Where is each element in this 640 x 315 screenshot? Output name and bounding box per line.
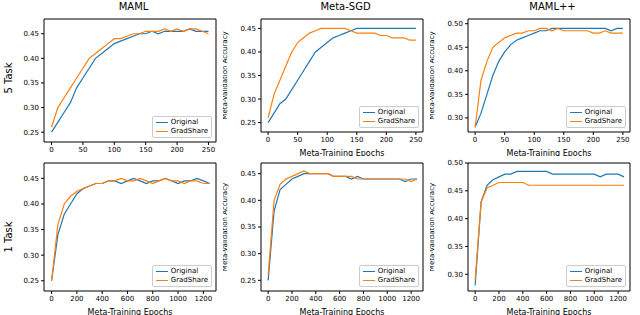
svg-text:0.35: 0.35 [240,72,256,80]
svg-text:600: 600 [333,295,346,303]
svg-text:0.45: 0.45 [23,175,39,183]
svg-text:1000: 1000 [169,295,187,303]
svg-text:100: 100 [321,136,334,144]
svg-text:400: 400 [95,295,108,303]
svg-text:0.30: 0.30 [240,96,256,104]
html-text:Original: Original [584,267,613,275]
html-text:5 Task: 5 Task [2,62,14,94]
svg-text:150: 150 [350,136,363,144]
svg-text:0.40: 0.40 [240,197,256,205]
svg-text:0: 0 [49,295,53,303]
svg-text:0.25: 0.25 [240,277,256,285]
svg-text:0.40: 0.40 [23,55,39,63]
html-text:MAML: MAML [118,1,149,12]
html-text:Original: Original [377,108,406,116]
svg-text:0.45: 0.45 [447,44,463,52]
svg-text:50: 50 [78,146,87,154]
svg-text:800: 800 [146,295,159,303]
svg-text:400: 400 [309,295,322,303]
svg-text:Meta-Validation Accuracy: Meta-Validation Accuracy [223,183,229,271]
svg-text:0.35: 0.35 [447,91,463,99]
html-text:GradShare: GradShare [584,276,622,284]
svg-text:0.40: 0.40 [447,215,463,223]
svg-text:Meta-Training Epochs: Meta-Training Epochs [507,308,592,315]
svg-text:0.40: 0.40 [240,48,256,56]
svg-text:0.50: 0.50 [447,20,463,28]
html-text:Original: Original [170,267,199,275]
svg-text:0.45: 0.45 [447,187,463,195]
html-text:GradShare: GradShare [170,127,208,135]
svg-text:0.30: 0.30 [23,252,39,260]
svg-text:0.30: 0.30 [240,250,256,258]
svg-text:200: 200 [170,146,183,154]
svg-text:0.35: 0.35 [23,79,39,87]
svg-text:Meta-Training Epochs: Meta-Training Epochs [88,308,173,315]
html-text:Original: Original [377,267,406,275]
svg-text:0: 0 [266,136,270,144]
html-text:Original: Original [170,118,199,126]
svg-text:0.40: 0.40 [23,200,39,208]
svg-text:0.30: 0.30 [23,104,39,112]
svg-text:0.35: 0.35 [23,226,39,234]
svg-text:Meta-Validation Accuracy: Meta-Validation Accuracy [430,183,436,271]
svg-text:250: 250 [409,136,422,144]
svg-text:1200: 1200 [194,295,212,303]
svg-text:800: 800 [357,295,370,303]
svg-text:0.30: 0.30 [447,271,463,279]
svg-text:1000: 1000 [378,295,396,303]
svg-text:0: 0 [473,295,477,303]
svg-text:Meta-Training Epochs: Meta-Training Epochs [300,308,385,315]
svg-text:0: 0 [266,295,270,303]
svg-text:100: 100 [108,146,121,154]
svg-text:50: 50 [500,136,509,144]
html-text:GradShare: GradShare [584,117,622,125]
html-text:GradShare: GradShare [377,276,415,284]
svg-text:1200: 1200 [402,295,420,303]
svg-text:800: 800 [564,295,577,303]
svg-text:1000: 1000 [585,295,603,303]
svg-text:0.25: 0.25 [23,277,39,285]
svg-text:0.45: 0.45 [23,30,39,38]
svg-text:0.45: 0.45 [240,25,256,33]
svg-text:0.45: 0.45 [240,170,256,178]
svg-text:0.50: 0.50 [447,159,463,167]
svg-text:0: 0 [473,136,477,144]
html-text:MAML++: MAML++ [529,1,576,12]
html-text:GradShare: GradShare [170,276,208,284]
svg-text:Meta-Training Epochs: Meta-Training Epochs [507,149,592,156]
html-text:Meta-SGD: Meta-SGD [320,1,371,12]
svg-text:Meta-Validation Accuracy: Meta-Validation Accuracy [430,31,436,119]
svg-text:0.25: 0.25 [240,119,256,127]
svg-text:200: 200 [492,295,505,303]
svg-text:600: 600 [121,295,134,303]
svg-text:0.25: 0.25 [23,129,39,137]
html-text:GradShare: GradShare [377,117,415,125]
svg-text:150: 150 [139,146,152,154]
svg-text:50: 50 [293,136,302,144]
svg-text:Meta-Training Epochs: Meta-Training Epochs [300,149,385,156]
svg-text:400: 400 [516,295,529,303]
svg-text:250: 250 [202,146,215,154]
svg-text:200: 200 [587,136,600,144]
svg-text:Meta-Validation Accuracy: Meta-Validation Accuracy [223,31,229,119]
svg-text:100: 100 [528,136,541,144]
svg-text:0.35: 0.35 [240,223,256,231]
svg-text:200: 200 [285,295,298,303]
svg-text:1200: 1200 [609,295,627,303]
svg-text:200: 200 [380,136,393,144]
svg-text:200: 200 [70,295,83,303]
svg-text:250: 250 [616,136,629,144]
svg-text:0.30: 0.30 [447,114,463,122]
svg-text:0.40: 0.40 [447,67,463,75]
svg-text:0.35: 0.35 [447,243,463,251]
html-text:1 Task: 1 Task [2,220,14,253]
svg-text:150: 150 [557,136,570,144]
html-text:Original: Original [584,108,613,116]
svg-text:0: 0 [49,146,53,154]
svg-text:600: 600 [540,295,553,303]
